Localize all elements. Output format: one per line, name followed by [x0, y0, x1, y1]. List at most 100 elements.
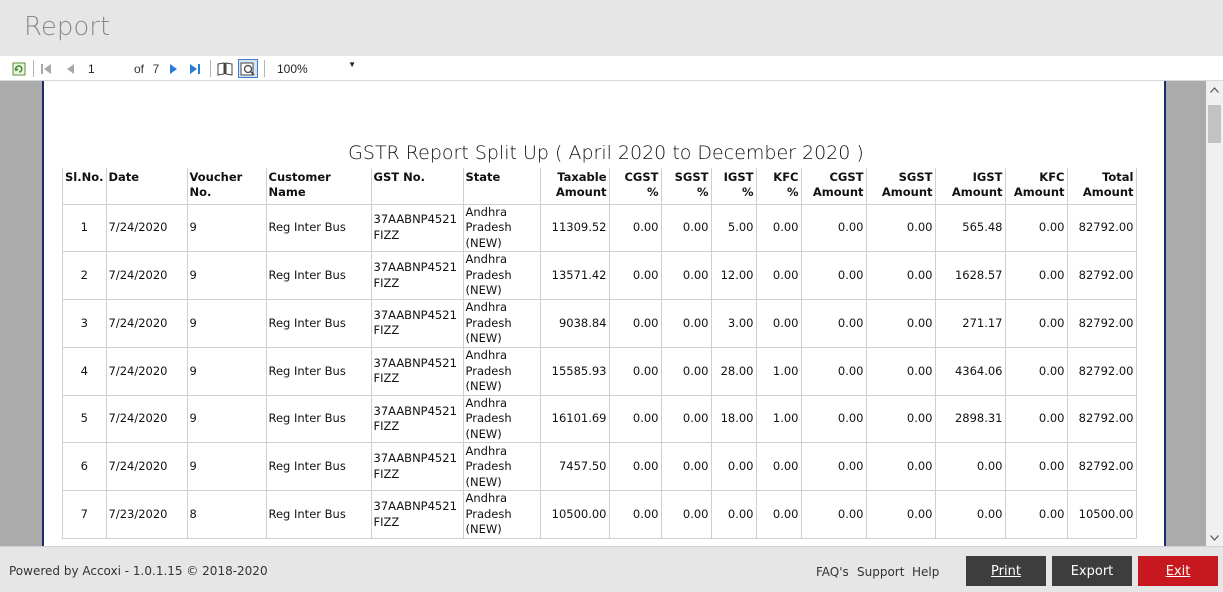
- support-link[interactable]: Support: [857, 565, 905, 579]
- column-header: CGST %: [609, 168, 662, 205]
- total-amount-cell: 82792.00: [1067, 395, 1137, 444]
- taxable-amount-cell: 10500.00: [540, 490, 610, 540]
- gst-no-cell: 37AABNP4521FIZZ: [371, 395, 464, 444]
- customer-name-cell: Reg Inter Bus: [266, 347, 372, 396]
- page-setup-icon[interactable]: [238, 59, 258, 78]
- date-cell: 7/24/2020: [106, 395, 188, 444]
- report-toolbar: of 7 100% ▼: [0, 56, 1223, 81]
- scroll-down-icon[interactable]: [1206, 529, 1223, 546]
- exit-button[interactable]: Exit: [1138, 556, 1218, 586]
- voucher-no-cell: 8: [187, 490, 267, 540]
- gst-no-cell: 37AABNP4521FIZZ: [371, 490, 464, 540]
- voucher-no-cell: 9: [187, 299, 267, 348]
- of-label: of: [133, 61, 144, 76]
- cgst-amount-cell: 0.00: [801, 490, 867, 540]
- cgst-amount-cell: 0.00: [801, 299, 867, 348]
- cgst-percent-cell: 0.00: [609, 299, 662, 348]
- date-cell: 7/24/2020: [106, 442, 188, 492]
- help-link[interactable]: Help: [912, 565, 940, 579]
- customer-name-cell: Reg Inter Bus: [266, 251, 372, 301]
- column-header: SGST %: [661, 168, 712, 205]
- kfc-percent-cell: 0.00: [756, 251, 802, 301]
- sgst-amount-cell: 0.00: [866, 251, 936, 301]
- sgst-percent-cell: 0.00: [661, 299, 712, 348]
- powered-by-text: Powered by Accoxi - 1.0.1.15 © 2018-2020: [9, 564, 268, 578]
- date-cell: 7/23/2020: [106, 490, 188, 540]
- zoom-select[interactable]: 100% ▼: [272, 59, 358, 78]
- customer-name-cell: Reg Inter Bus: [266, 299, 372, 348]
- column-header: Taxable Amount: [540, 168, 610, 205]
- voucher-no-cell: 9: [187, 442, 267, 492]
- column-header: IGST %: [711, 168, 757, 205]
- igst-amount-cell: 0.00: [935, 442, 1006, 492]
- table-row: 1 7/24/2020 9 Reg Inter Bus 37AABNP4521FIZZ A…: [62, 204, 1137, 253]
- column-header: Total Amount: [1067, 168, 1137, 205]
- column-header: Voucher No.: [187, 168, 267, 205]
- print-layout-icon[interactable]: [215, 59, 235, 78]
- column-header: CGST Amount: [801, 168, 867, 205]
- zoom-value: 100%: [277, 61, 308, 76]
- toolbar-divider: [264, 60, 265, 77]
- column-header: State: [463, 168, 541, 205]
- sgst-percent-cell: 0.00: [661, 204, 712, 253]
- prev-page-icon[interactable]: [62, 60, 78, 77]
- table-row: 6 7/24/2020 9 Reg Inter Bus 37AABNP4521FIZZ A…: [62, 442, 1137, 492]
- last-page-icon[interactable]: [187, 60, 203, 77]
- kfc-amount-cell: 0.00: [1005, 204, 1068, 253]
- kfc-percent-cell: 0.00: [756, 299, 802, 348]
- customer-name-cell: Reg Inter Bus: [266, 395, 372, 444]
- sgst-amount-cell: 0.00: [866, 490, 936, 540]
- total-amount-cell: 82792.00: [1067, 251, 1137, 301]
- gst-no-cell: 37AABNP4521FIZZ: [371, 347, 464, 396]
- igst-percent-cell: 12.00: [711, 251, 757, 301]
- sgst-amount-cell: 0.00: [866, 204, 936, 253]
- table-row: 4 7/24/2020 9 Reg Inter Bus 37AABNP4521FIZZ A…: [62, 347, 1137, 396]
- sl-no-cell: 6: [62, 442, 107, 492]
- refresh-icon[interactable]: [10, 60, 28, 77]
- export-button[interactable]: Export: [1052, 556, 1132, 586]
- igst-percent-cell: 5.00: [711, 204, 757, 253]
- cgst-percent-cell: 0.00: [609, 442, 662, 492]
- table-row: 3 7/24/2020 9 Reg Inter Bus 37AABNP4521FIZZ A…: [62, 299, 1137, 348]
- cgst-percent-cell: 0.00: [609, 347, 662, 396]
- first-page-icon[interactable]: [38, 60, 54, 77]
- kfc-amount-cell: 0.00: [1005, 347, 1068, 396]
- voucher-no-cell: 9: [187, 251, 267, 301]
- current-page-input[interactable]: [84, 59, 124, 78]
- cgst-percent-cell: 0.00: [609, 251, 662, 301]
- window-title: Report: [24, 12, 111, 42]
- next-page-icon[interactable]: [165, 60, 181, 77]
- igst-amount-cell: 565.48: [935, 204, 1006, 253]
- table-row: 5 7/24/2020 9 Reg Inter Bus 37AABNP4521FIZZ A…: [62, 395, 1137, 444]
- faq-link[interactable]: FAQ's: [816, 565, 849, 579]
- kfc-percent-cell: 1.00: [756, 347, 802, 396]
- sl-no-cell: 2: [62, 251, 107, 301]
- gst-no-cell: 37AABNP4521FIZZ: [371, 299, 464, 348]
- scrollbar-thumb[interactable]: [1208, 105, 1221, 143]
- state-cell: Andhra Pradesh (NEW): [463, 490, 541, 540]
- total-amount-cell: 82792.00: [1067, 347, 1137, 396]
- gst-no-cell: 37AABNP4521FIZZ: [371, 204, 464, 253]
- state-cell: Andhra Pradesh (NEW): [463, 204, 541, 253]
- dropdown-caret-icon: ▼: [348, 60, 356, 69]
- report-page: GSTR Report Split Up ( April 2020 to Dec…: [42, 81, 1166, 546]
- vertical-scrollbar[interactable]: [1206, 81, 1223, 546]
- column-header: IGST Amount: [935, 168, 1006, 205]
- date-cell: 7/24/2020: [106, 299, 188, 348]
- taxable-amount-cell: 15585.93: [540, 347, 610, 396]
- sl-no-cell: 7: [62, 490, 107, 540]
- kfc-amount-cell: 0.00: [1005, 251, 1068, 301]
- kfc-amount-cell: 0.00: [1005, 442, 1068, 492]
- igst-percent-cell: 0.00: [711, 490, 757, 540]
- scroll-up-icon[interactable]: [1206, 81, 1223, 98]
- kfc-amount-cell: 0.00: [1005, 490, 1068, 540]
- sl-no-cell: 4: [62, 347, 107, 396]
- total-amount-cell: 82792.00: [1067, 299, 1137, 348]
- cgst-amount-cell: 0.00: [801, 442, 867, 492]
- voucher-no-cell: 9: [187, 204, 267, 253]
- print-button[interactable]: Print: [966, 556, 1046, 586]
- total-amount-cell: 82792.00: [1067, 204, 1137, 253]
- exit-button-label: Exit: [1165, 563, 1191, 579]
- sgst-percent-cell: 0.00: [661, 490, 712, 540]
- cgst-amount-cell: 0.00: [801, 347, 867, 396]
